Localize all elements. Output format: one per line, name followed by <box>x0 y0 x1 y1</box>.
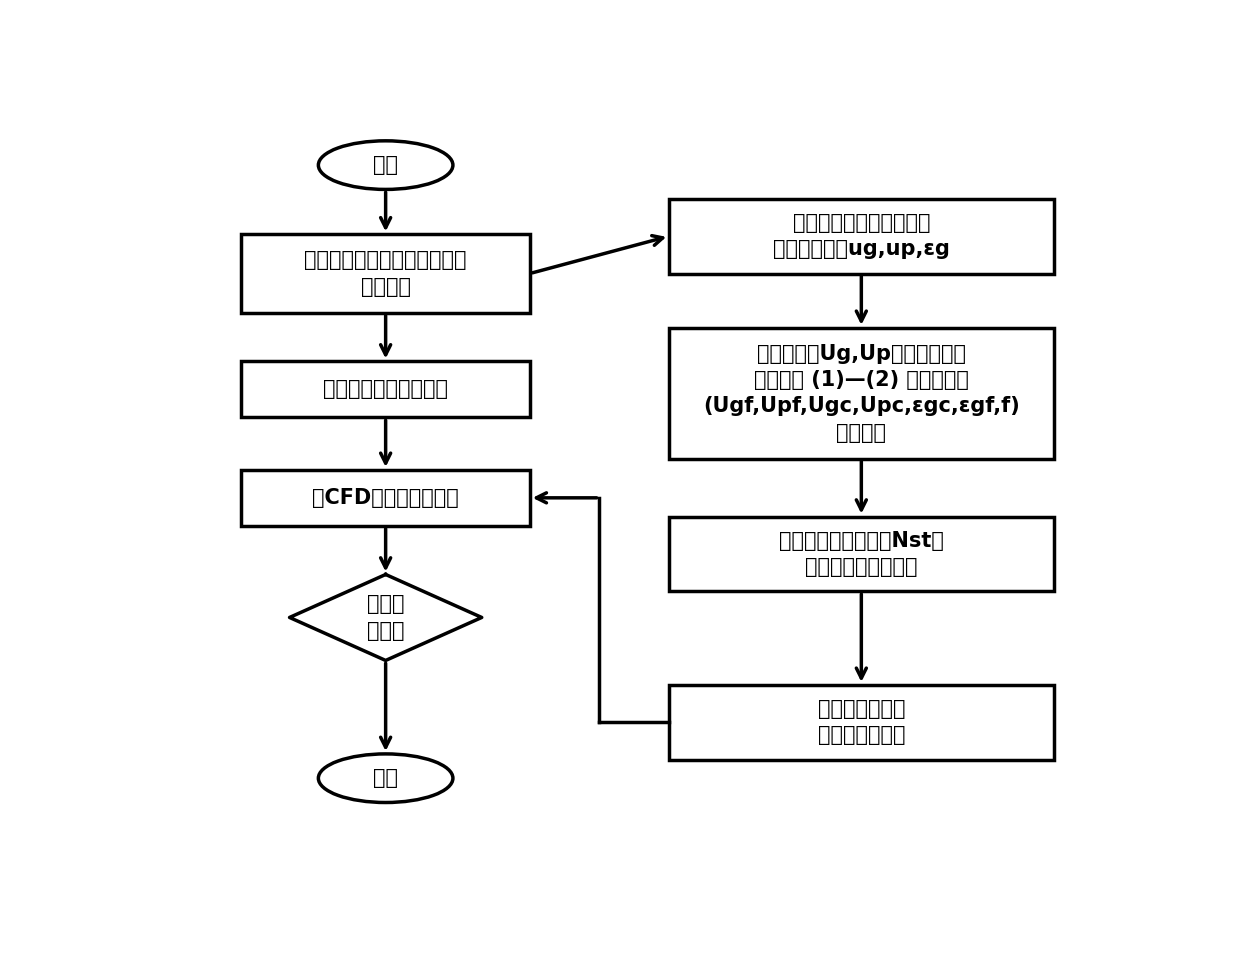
Text: 由操作条件Ug,Up求解满足非线
性方程组 (1)—(2) 的所有变量
(Ugf,Upf,Ugc,Upc,εgc,εgf,f)
根的组合: 由操作条件Ug,Up求解满足非线 性方程组 (1)—(2) 的所有变量 (Ugf… <box>703 344 1019 443</box>
FancyBboxPatch shape <box>242 470 529 526</box>
FancyBboxPatch shape <box>670 328 1054 458</box>
Text: 计算是
否结束: 计算是 否结束 <box>367 594 404 641</box>
FancyBboxPatch shape <box>242 234 529 313</box>
FancyBboxPatch shape <box>670 199 1054 274</box>
Text: 设定物性参数，操作条件，反
应器结构: 设定物性参数，操作条件，反 应器结构 <box>304 251 467 297</box>
Text: 结束: 结束 <box>373 768 398 788</box>
Ellipse shape <box>319 141 453 189</box>
Text: 开始: 开始 <box>373 155 398 175</box>
Text: 初始化流场和边界条件: 初始化流场和边界条件 <box>324 380 448 399</box>
Text: 在所有根中寻找满足Nst最
小的最优根，并保存: 在所有根中寻找满足Nst最 小的最优根，并保存 <box>779 531 944 577</box>
Polygon shape <box>289 575 481 660</box>
Text: 读取流场中每个微元的速
度和浓度数据ug,up,εg: 读取流场中每个微元的速 度和浓度数据ug,up,εg <box>773 213 950 259</box>
FancyBboxPatch shape <box>242 361 529 418</box>
Text: 由CFD求解器计算流场: 由CFD求解器计算流场 <box>312 487 459 508</box>
FancyBboxPatch shape <box>670 685 1054 759</box>
Text: 计算非均匀结构
因子和曳力系数: 计算非均匀结构 因子和曳力系数 <box>817 699 905 746</box>
Ellipse shape <box>319 753 453 802</box>
FancyBboxPatch shape <box>670 517 1054 591</box>
